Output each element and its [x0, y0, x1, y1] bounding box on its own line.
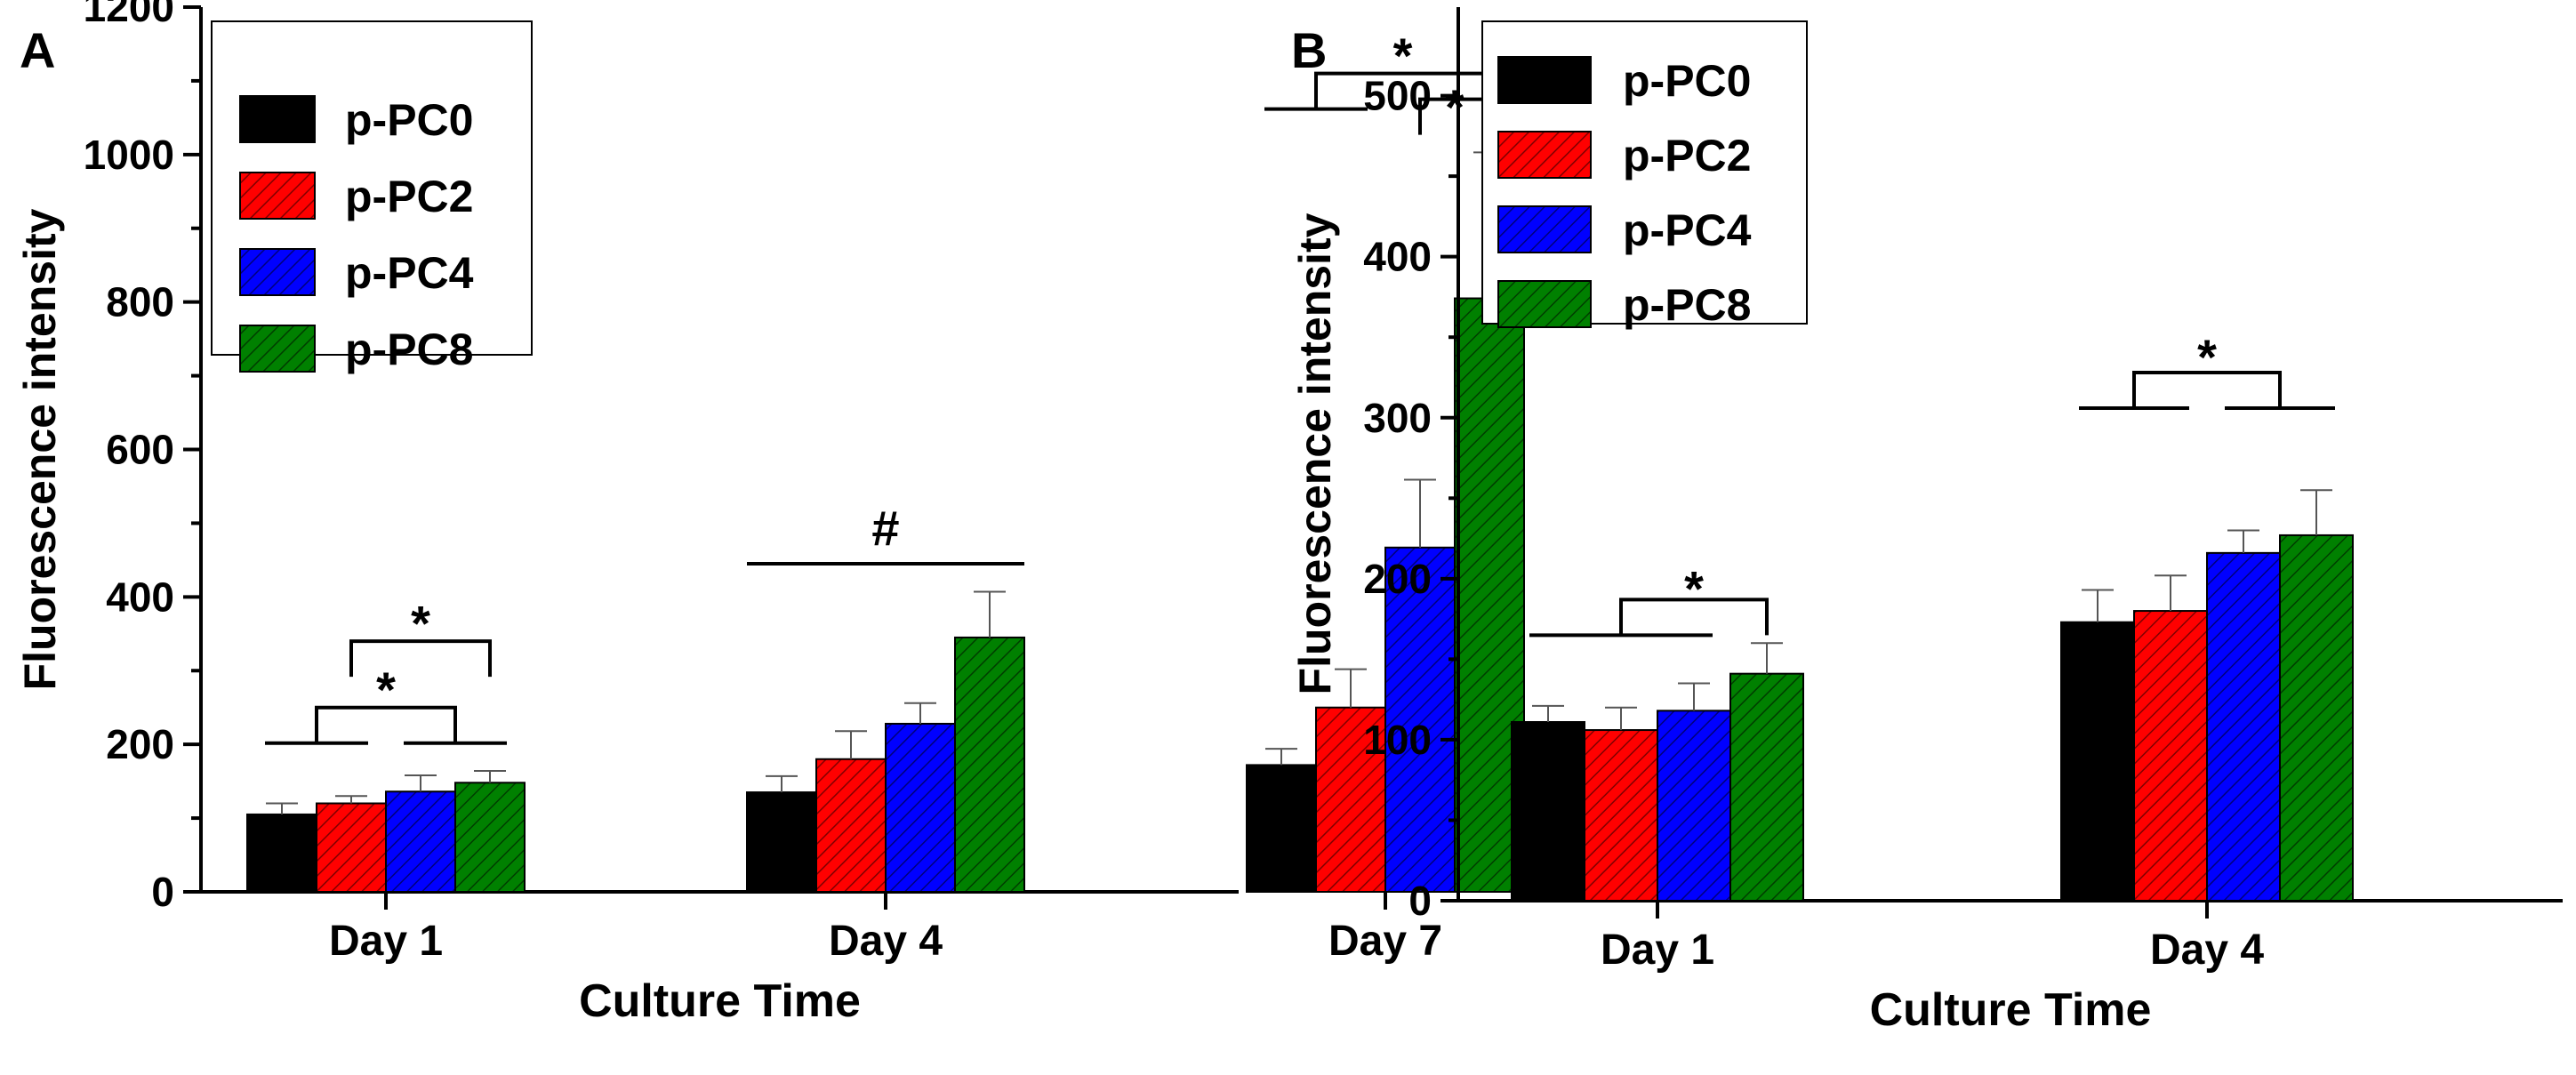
bar-p-pc4: [885, 722, 956, 894]
x-tick-label: Day 1: [1601, 927, 1714, 974]
y-tick-label: 200: [106, 721, 174, 767]
y-tick-label: 100: [1363, 717, 1432, 763]
bar-p-pc4: [385, 790, 456, 894]
y-tick-label: 600: [106, 427, 174, 473]
y-tick-label: 300: [1363, 395, 1432, 441]
bar-p-pc2: [316, 802, 387, 893]
x-tick-label: Day 4: [2150, 927, 2264, 974]
y-tick-label: 1200: [84, 0, 174, 30]
significance-bracket: [349, 639, 492, 678]
legend-label-p-pc8: p-PC8: [1623, 280, 1751, 330]
x-axis-title: Culture Time: [579, 975, 861, 1027]
legend-label-p-pc2: p-PC2: [345, 172, 473, 221]
x-tick-label: Day 1: [329, 918, 443, 965]
significance-bracket: [315, 705, 457, 743]
legend-swatch-p-pc0: [1497, 56, 1592, 104]
significance-bracket: [2132, 371, 2282, 409]
bar-p-pc8: [2279, 533, 2354, 902]
x-tick-label: Day 7: [1328, 918, 1442, 965]
significance-label: *: [2197, 329, 2217, 385]
y-tick-label: 0: [151, 869, 174, 915]
significance-label: *: [1684, 561, 1704, 617]
legend-swatch-p-pc2: [1497, 131, 1592, 179]
legend-swatch-p-pc8: [1497, 280, 1592, 328]
bar-p-pc0: [1246, 764, 1317, 894]
legend-swatch-p-pc2: [239, 172, 316, 220]
panel-label: B: [1291, 22, 1327, 78]
bar-p-pc8: [954, 636, 1025, 893]
legend-label-p-pc0: p-PC0: [1623, 56, 1751, 106]
y-tick-label: 500: [1363, 73, 1432, 119]
bar-p-pc4: [1657, 710, 1731, 903]
y-tick-label: 400: [106, 574, 174, 620]
legend-label-p-pc4: p-PC4: [345, 248, 474, 298]
significance-label: *: [1445, 79, 1465, 135]
bar-p-pc2: [815, 758, 887, 893]
significance-label: *: [376, 662, 396, 718]
legend-label-p-pc2: p-PC2: [1623, 131, 1751, 181]
bar-p-pc2: [1584, 729, 1658, 903]
bar-p-pc0: [2060, 621, 2135, 902]
x-tick-label: Day 4: [829, 918, 943, 965]
y-tick-label: 1000: [84, 132, 174, 178]
y-axis-title: Fluorescence intensity: [1290, 213, 1340, 694]
panel-b: 0 100 200 300 400 500 Day 1 Day 4 Day 7 * * * p-PC0 p…: [1290, 7, 2563, 1036]
y-tick-label: 800: [106, 279, 174, 325]
y-tick-label: 0: [1408, 878, 1432, 924]
y-tick-label: 200: [1363, 556, 1432, 602]
y-tick-label: 400: [1363, 234, 1432, 280]
legend-label-p-pc8: p-PC8: [345, 325, 473, 374]
legend-swatch-p-pc0: [239, 95, 316, 143]
bar-p-pc2: [2133, 610, 2208, 903]
panel-label: A: [20, 22, 55, 78]
legend-swatch-p-pc4: [239, 248, 316, 296]
bar-p-pc0: [246, 813, 317, 893]
bar-p-pc4: [2206, 551, 2281, 902]
bar-p-pc0: [746, 791, 817, 893]
x-axis-title: Culture Time: [1870, 984, 2152, 1036]
significance-label: #: [871, 500, 899, 556]
bar-p-pc0: [1511, 721, 1585, 902]
y-axis-title: Fluorescence intensity: [15, 208, 65, 690]
legend-label-p-pc4: p-PC4: [1623, 205, 1752, 255]
bar-p-pc8: [1729, 672, 1804, 902]
bar-p-pc8: [454, 782, 526, 893]
legend-swatch-p-pc8: [239, 325, 316, 373]
legend-swatch-p-pc4: [1497, 205, 1592, 253]
legend-label-p-pc0: p-PC0: [345, 95, 473, 145]
significance-label: *: [411, 595, 430, 651]
bar-p-pc4: [1384, 546, 1456, 893]
significance-label: *: [1393, 28, 1413, 84]
significance-bracket: [1619, 598, 1769, 636]
